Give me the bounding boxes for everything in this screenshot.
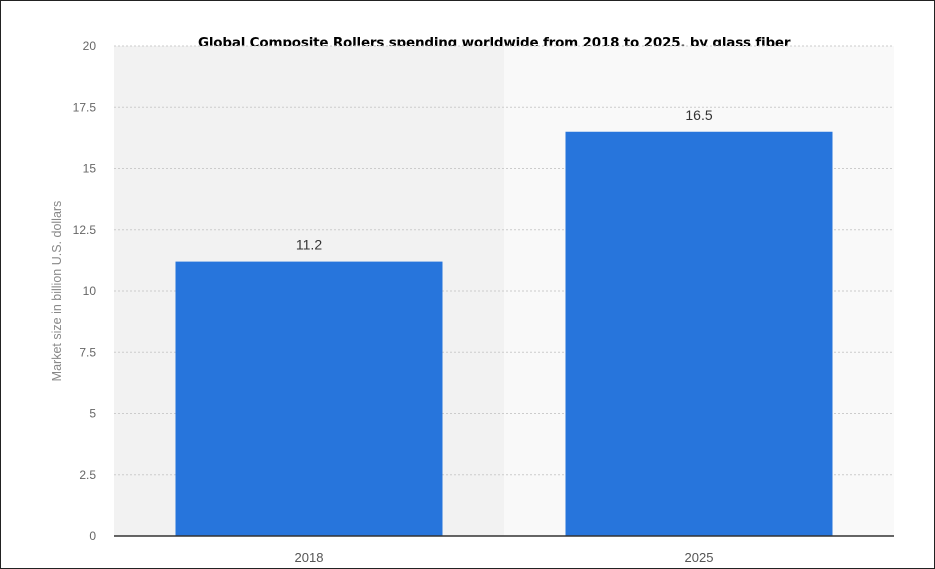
x-tick-label: 2025 [685, 550, 714, 565]
bar-2018 [175, 261, 443, 536]
y-tick-label: 7.5 [79, 345, 96, 359]
y-tick-label: 2.5 [79, 468, 96, 482]
y-tick-label: 20 [83, 39, 97, 53]
y-tick-label: 5 [89, 407, 96, 421]
y-axis-label: Market size in billion U.S. dollars [50, 201, 64, 382]
bar-2025 [565, 131, 833, 536]
data-label: 16.5 [685, 107, 712, 123]
x-tick-label: 2018 [295, 550, 324, 565]
y-tick-label: 0 [89, 529, 96, 543]
y-tick-label: 17.5 [73, 100, 97, 114]
y-tick-label: 12.5 [73, 223, 97, 237]
data-label: 11.2 [296, 237, 322, 253]
y-tick-label: 10 [83, 284, 97, 298]
y-tick-label: 15 [83, 162, 97, 176]
